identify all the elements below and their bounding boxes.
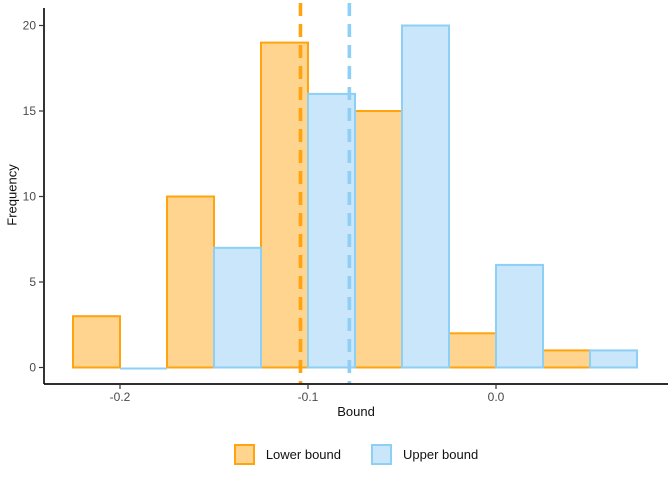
chart-canvas: -0.2 -0.1 0.0 0 5 10 15 20	[23, 3, 668, 404]
bar-lower-bound	[542, 349, 591, 369]
bar-lower-bound	[72, 315, 121, 369]
bar-lower-bound	[166, 195, 215, 369]
y-axis-title: Frequency	[4, 164, 20, 226]
bar-upper-bound	[589, 349, 638, 369]
y-tick-label: 20	[23, 19, 37, 33]
bar-upper-bound	[307, 92, 356, 369]
legend-item-upper-bound: Upper bound	[371, 443, 479, 465]
bar-lower-bound	[354, 110, 403, 369]
x-tick-label: -0.1	[298, 390, 319, 404]
bar-lower-bound	[448, 332, 497, 369]
chart-legend: Lower bound Upper bound	[44, 440, 668, 468]
lower-bound-color-swatch	[233, 443, 255, 465]
bar-upper-bound	[213, 246, 262, 369]
bar-upper-bound	[495, 263, 544, 369]
legend-label-lower-bound: Lower bound	[265, 446, 341, 462]
upper-bound-color-swatch	[371, 443, 392, 465]
x-tick-label: 0.0	[488, 390, 505, 404]
y-tick-label: 10	[23, 190, 37, 204]
legend-label-upper-bound: Upper bound	[403, 446, 479, 462]
y-tick-label: 15	[23, 104, 37, 118]
x-tick-label: -0.2	[110, 390, 131, 404]
y-tick-label: 0	[29, 361, 36, 375]
y-tick-label: 5	[29, 275, 36, 289]
x-axis-title: Bound	[337, 404, 375, 419]
bar-upper-bound	[401, 24, 450, 369]
legend-item-lower-bound: Lower bound	[233, 443, 341, 465]
